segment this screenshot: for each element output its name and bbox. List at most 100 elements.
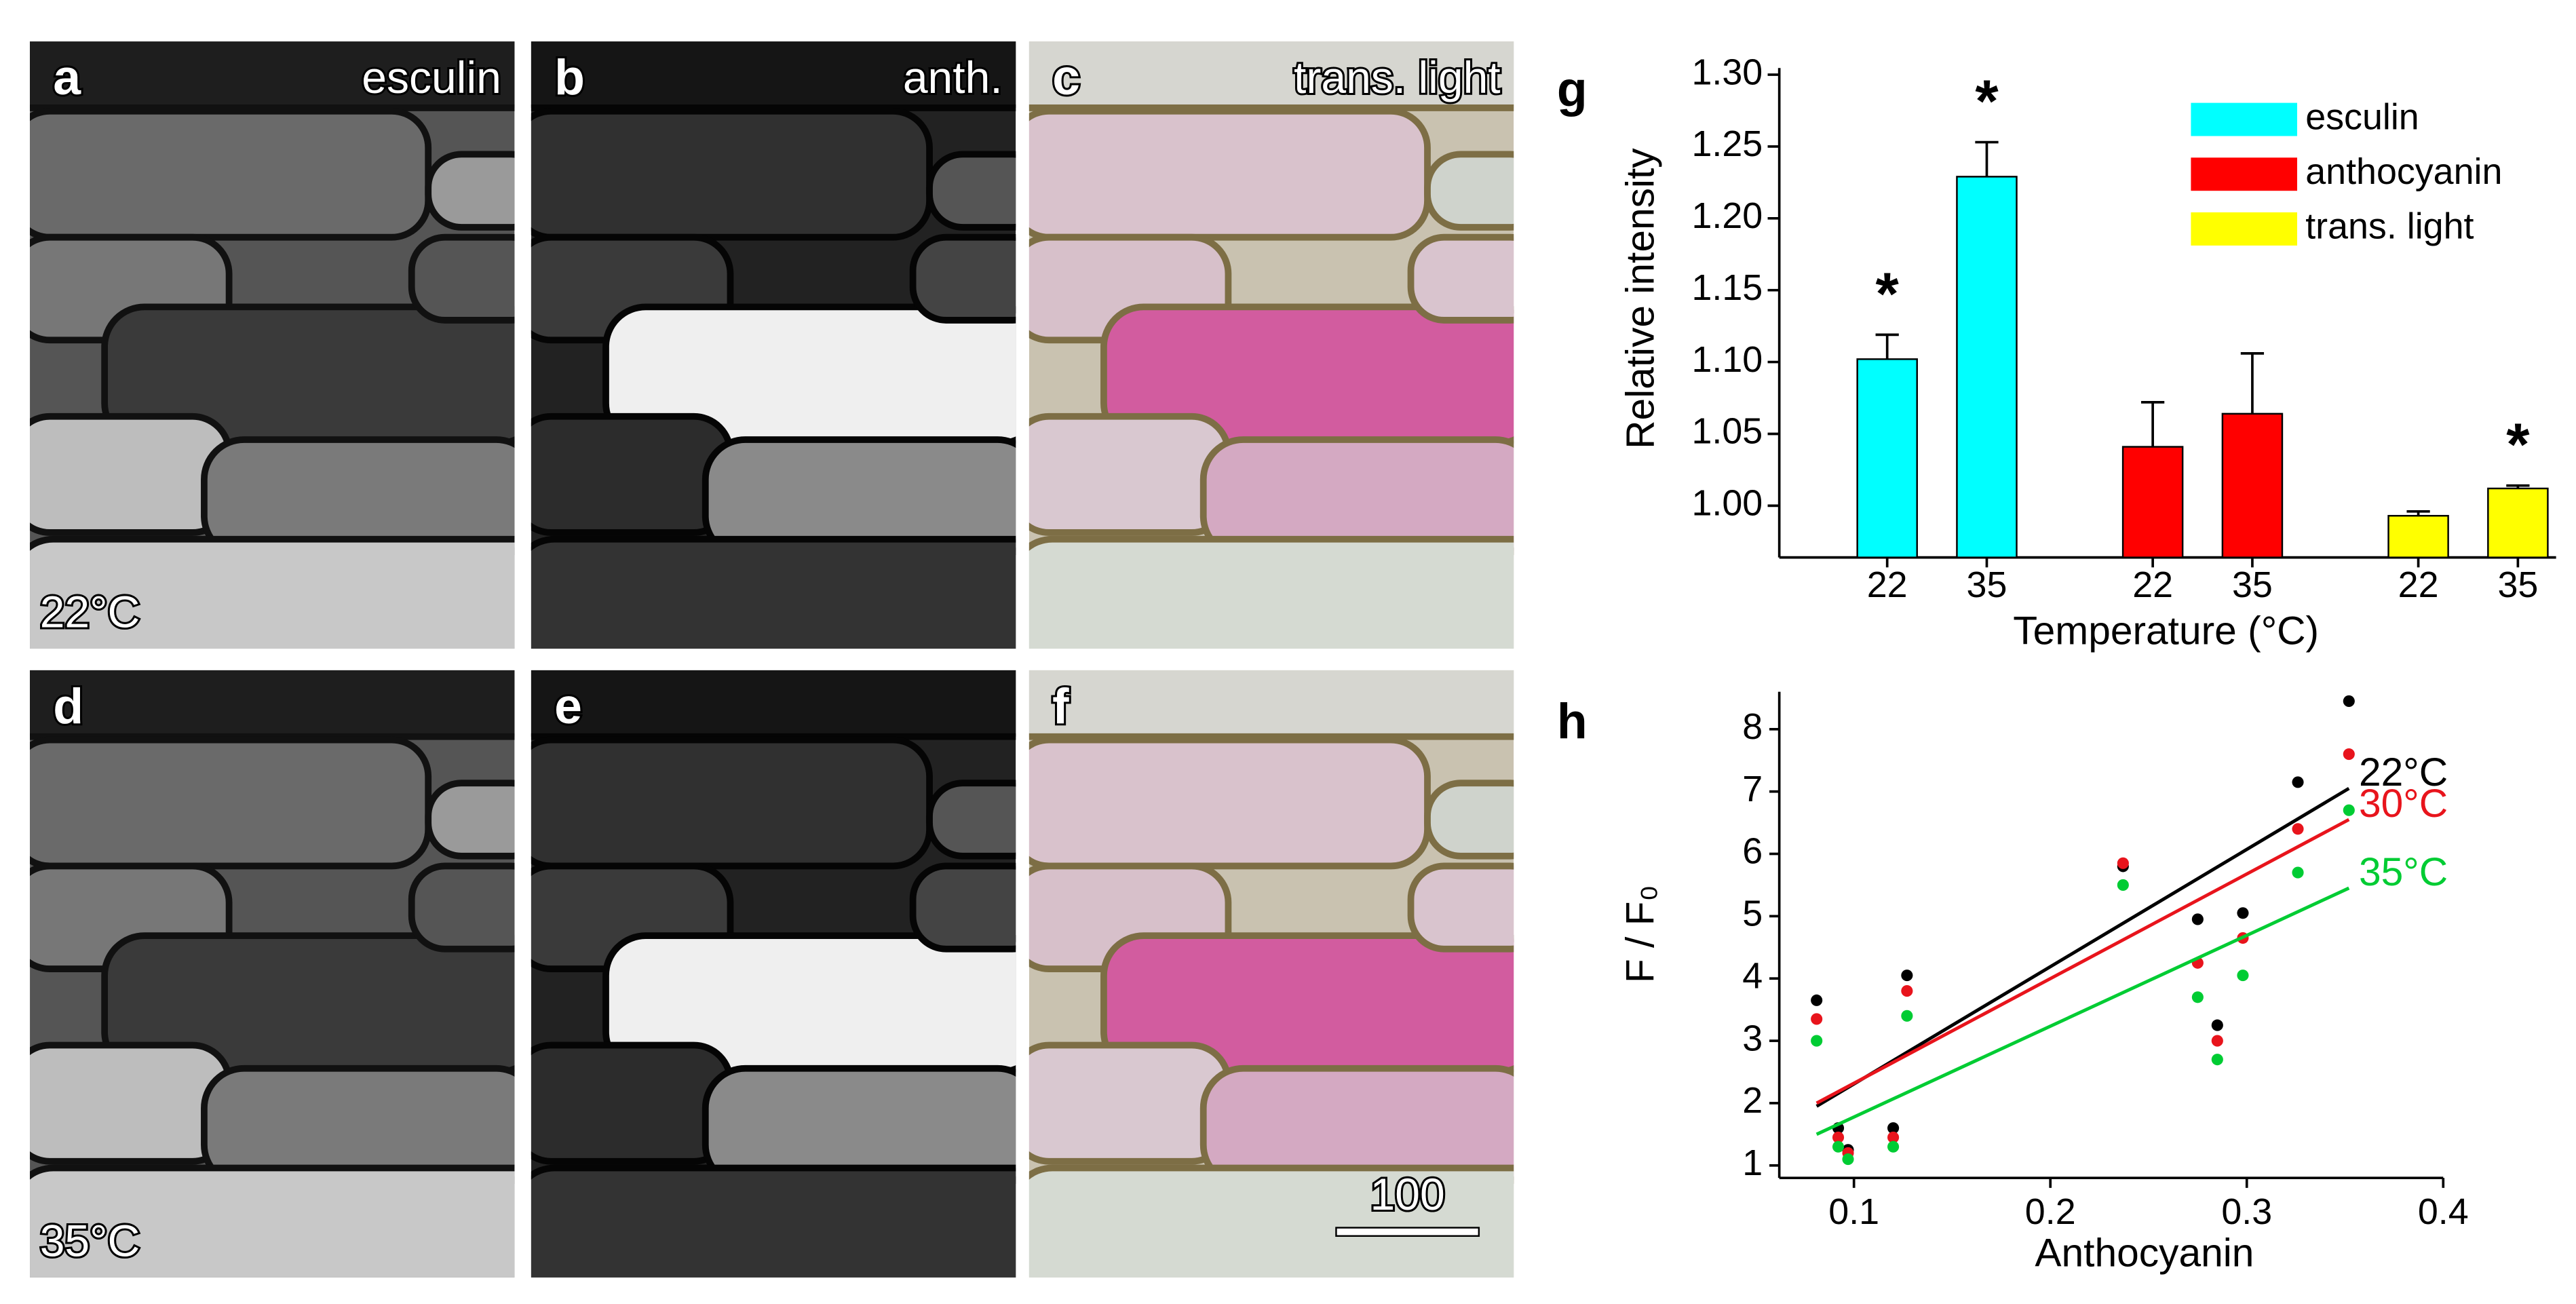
cell [1407,862,1514,953]
x-tick-label: 22 [1867,564,1908,605]
x-tick-label: 22 [2398,564,2439,605]
series-label: 35°C [2359,850,2448,894]
x-tick-label: 0.3 [2221,1191,2272,1232]
micrograph [30,670,515,1278]
cell [531,535,1016,649]
y-tick-label: 1.15 [1691,267,1763,308]
error-bar [2240,352,2265,414]
y-tick-label: 3 [1742,1018,1763,1058]
cell [425,151,515,231]
point [1901,985,1913,997]
y-tick-label: 1.10 [1691,339,1763,380]
cell [30,736,432,870]
cell [30,670,515,740]
point [1811,1035,1823,1047]
x-tick-label: 0.1 [1828,1191,1879,1232]
point [1832,1140,1845,1153]
micrograph [1029,670,1514,1278]
y-axis-label: Relative intensity [1619,148,1663,449]
point [2237,970,2249,982]
cell [909,233,1016,324]
panel-temperature: 22°C [40,587,140,637]
point [2211,1035,2223,1047]
cell [1029,535,1514,649]
panel-letter: b [554,50,585,105]
y-tick-label: 1.00 [1691,483,1763,524]
micrograph [30,41,515,649]
point [1842,1153,1854,1166]
micrograph [531,670,1016,1278]
panel-letter: f [1052,678,1069,734]
bar [2487,487,2549,558]
error-bar [1975,140,1999,177]
x-tick-label: 0.2 [2025,1191,2076,1232]
legend-label: trans. light [2305,206,2474,247]
bar [2387,514,2449,558]
point [2292,823,2304,835]
legend-label: anthocyanin [2305,151,2502,192]
panel-letter: a [53,50,81,105]
micrograph [1029,41,1514,649]
bar [2221,413,2284,558]
point [2191,913,2204,925]
cell [531,1041,734,1165]
y-tick-label: 2 [1742,1080,1763,1121]
cell [1029,107,1431,241]
error-bar [1875,333,1899,360]
point [2117,857,2129,869]
x-tick-label: 35 [2497,564,2538,605]
point [1887,1131,1900,1144]
point [2117,879,2129,891]
fit-line [1815,818,2350,1105]
cell [926,151,1016,231]
y-tick-label: 5 [1742,894,1763,934]
point [2343,695,2355,708]
x-axis-label: Temperature (°C) [2013,609,2319,653]
scale-bar [1335,1227,1480,1237]
series-label: 22°C [2359,750,2448,794]
cell [531,107,933,241]
cell [30,1164,515,1278]
y-tick-label: 6 [1742,831,1763,872]
error-bar [2506,484,2530,488]
bar [1956,176,2018,558]
cell [926,780,1016,860]
panel-letter: g [1557,61,1588,117]
cell [909,862,1016,953]
point [2343,804,2355,816]
y-tick-label: 1.30 [1691,52,1763,92]
fit-line [1815,886,2350,1136]
cell [1029,736,1431,870]
y-tick-label: 1 [1742,1143,1763,1183]
error-bar [2141,401,2165,447]
x-tick-label: 35 [2232,564,2273,605]
legend-swatch [2191,157,2297,191]
point [2237,907,2249,919]
y-tick-label: 4 [1742,955,1763,996]
point [1887,1122,1900,1134]
cell [30,1041,233,1165]
x-tick-label: 22 [2132,564,2173,605]
legend-swatch [2191,102,2297,136]
panel-label: anth. [903,52,1003,102]
panel-letter: e [554,678,582,734]
cell [531,736,933,870]
point [2292,866,2304,879]
point [2211,1054,2223,1066]
cell [408,233,515,324]
y-tick-label: 1.25 [1691,123,1763,164]
point [1811,994,1823,1006]
point [1901,970,1913,982]
bar [2121,446,2184,558]
y-tick-label: 7 [1742,769,1763,809]
fit-line [1815,786,2350,1108]
point [2211,1019,2223,1031]
x-tick-label: 35 [1967,564,2007,605]
panel-letter: h [1557,693,1588,749]
y-tick-label: 1.20 [1691,195,1763,236]
point [1832,1131,1845,1144]
cell [531,413,734,536]
cell [1029,1164,1514,1278]
cell [1029,1041,1232,1165]
